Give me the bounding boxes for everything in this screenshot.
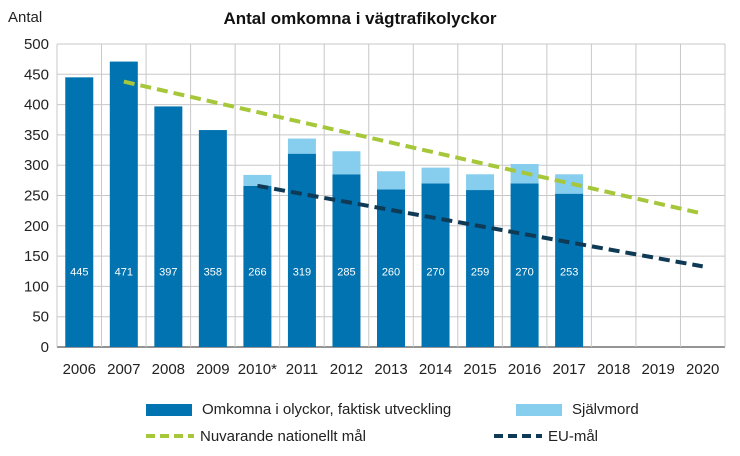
bars xyxy=(65,61,584,347)
x-tick-label: 2007 xyxy=(107,361,140,378)
bar-sjalvmord xyxy=(555,174,584,194)
bar-value-label: 397 xyxy=(159,266,177,278)
y-axis-label: Antal xyxy=(8,9,42,26)
chart-title: Antal omkomna i vägtrafikolyckor xyxy=(223,9,496,28)
bar-olyckor xyxy=(287,153,316,347)
bar-sjalvmord xyxy=(243,174,272,186)
x-tick-label: 2011 xyxy=(286,361,318,378)
y-tick-label: 300 xyxy=(24,157,49,174)
legend-label: EU-mål xyxy=(548,428,598,445)
target-line xyxy=(257,183,704,269)
bar-value-label: 285 xyxy=(337,266,355,278)
x-tick-label: 2008 xyxy=(152,361,185,378)
legend: Omkomna i olyckor, faktisk utveckling Sjä… xyxy=(146,401,639,445)
bar-value-label: 471 xyxy=(115,266,133,278)
y-tick-label: 400 xyxy=(24,97,49,114)
legend-label: Omkomna i olyckor, faktisk utveckling xyxy=(202,401,451,418)
legend-swatch xyxy=(146,404,192,416)
y-tick-label: 500 xyxy=(24,36,49,53)
bar-value-label: 266 xyxy=(248,266,266,278)
y-tick-label: 50 xyxy=(32,309,49,326)
y-tick-label: 200 xyxy=(24,218,49,235)
bar-olyckor xyxy=(154,106,183,347)
bar-sjalvmord xyxy=(421,167,450,184)
x-tick-label: 2020 xyxy=(686,361,719,378)
bar-sjalvmord xyxy=(332,151,361,175)
bar-sjalvmord xyxy=(287,138,316,154)
bar-value-label: 270 xyxy=(515,266,533,278)
legend-label: Nuvarande nationellt mål xyxy=(200,428,366,445)
y-tick-label: 150 xyxy=(24,248,49,265)
x-tick-label: 2014 xyxy=(419,361,452,378)
target-line xyxy=(123,79,704,216)
x-tick-label: 2009 xyxy=(196,361,229,378)
legend-swatch xyxy=(516,404,562,416)
y-axis-ticks: 0 50 100 150 200 250 300 350 400 450 500 xyxy=(24,36,49,356)
bar-olyckor xyxy=(109,61,138,347)
x-tick-label: 2010* xyxy=(238,361,277,378)
x-tick-label: 2016 xyxy=(508,361,541,378)
x-tick-label: 2012 xyxy=(330,361,363,378)
x-tick-label: 2013 xyxy=(374,361,407,378)
y-tick-label: 350 xyxy=(24,127,49,144)
x-tick-label: 2015 xyxy=(463,361,496,378)
x-tick-label: 2006 xyxy=(63,361,96,378)
bar-sjalvmord xyxy=(377,171,405,190)
bar-olyckor xyxy=(377,189,405,347)
y-tick-label: 250 xyxy=(24,188,49,205)
bar-value-label: 253 xyxy=(560,266,578,278)
bar-value-label: 259 xyxy=(471,266,489,278)
bar-olyckor xyxy=(555,193,584,347)
bar-value-label: 358 xyxy=(204,266,222,278)
bar-sjalvmord xyxy=(466,174,495,191)
bar-value-label: 270 xyxy=(426,266,444,278)
legend-label: Självmord xyxy=(572,401,639,418)
bar-olyckor xyxy=(466,190,495,347)
y-tick-label: 450 xyxy=(24,66,49,83)
bar-olyckor xyxy=(421,183,450,347)
bar-value-label: 260 xyxy=(382,266,400,278)
target-lines xyxy=(123,79,704,269)
y-tick-label: 0 xyxy=(41,339,49,356)
x-tick-label: 2017 xyxy=(552,361,585,378)
y-tick-label: 100 xyxy=(24,278,49,295)
bar-olyckor xyxy=(198,130,227,347)
bar-labels: 445 471 397 358 266 319 285 260 270 259 270 253 xyxy=(70,266,578,278)
bar-value-label: 319 xyxy=(293,266,311,278)
bar-value-label: 445 xyxy=(70,266,88,278)
bar-olyckor xyxy=(510,183,539,347)
x-tick-label: 2019 xyxy=(642,361,675,378)
bar-olyckor xyxy=(65,77,94,347)
bar-olyckor xyxy=(243,185,272,347)
x-tick-label: 2018 xyxy=(597,361,630,378)
x-axis-ticks: 2006 2007 2008 2009 2010* 2011 2012 2013 2014 201… xyxy=(63,361,720,378)
